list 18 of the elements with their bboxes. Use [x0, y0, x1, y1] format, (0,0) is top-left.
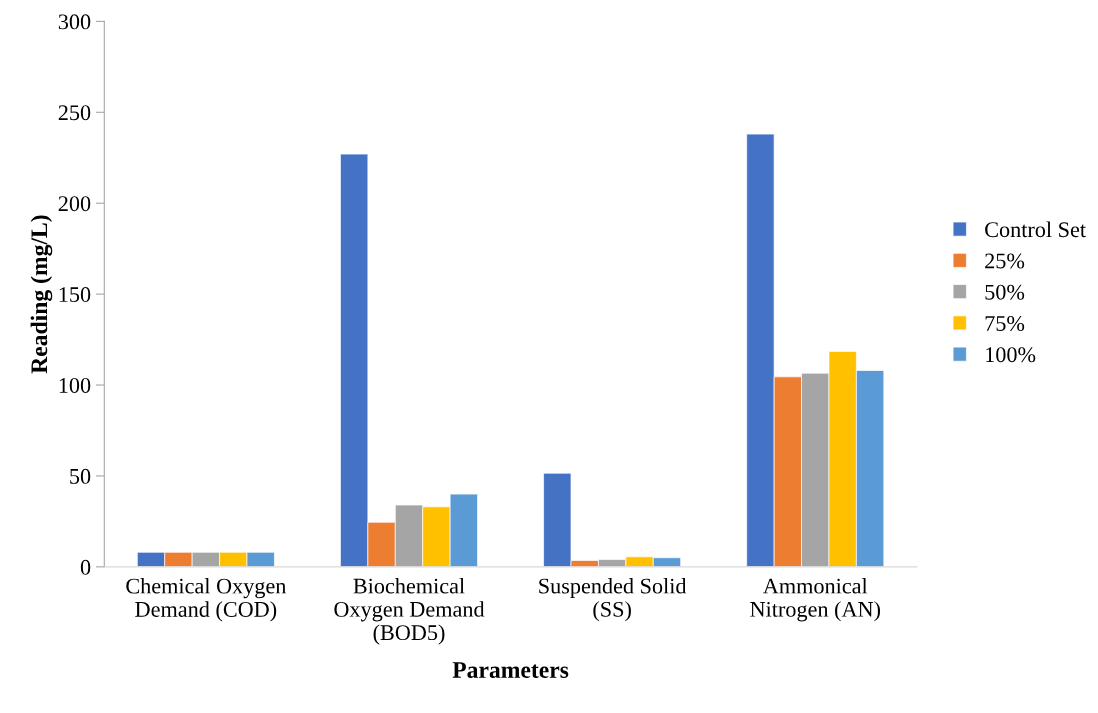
- y-axis-title: Reading (mg/L): [30, 215, 53, 374]
- y-tick-label: 250: [58, 105, 91, 121]
- legend-label: 25%: [985, 253, 1025, 269]
- legend-label: Control Set: [985, 221, 1086, 238]
- y-tick-label: 150: [59, 287, 91, 303]
- x-tick-label: Suspended Solid (SS): [539, 577, 687, 622]
- x-axis-title: Parameters: [452, 662, 569, 678]
- x-tick-label: Chemical Oxygen Demand (COD): [126, 577, 287, 622]
- legend-label: 50%: [985, 284, 1025, 300]
- y-tick-label: 50: [70, 468, 91, 484]
- x-tick-label: Biochemical Oxygen Demand (BOD5): [334, 577, 485, 645]
- y-tick-label: 200: [58, 196, 91, 212]
- legend-label: 75%: [985, 315, 1025, 332]
- y-tick-label: 100: [59, 377, 91, 393]
- x-tick-label: Ammonical Nitrogen (AN): [750, 577, 881, 622]
- y-tick-label: 300: [58, 14, 91, 30]
- y-tick-label: 0: [80, 559, 91, 575]
- legend-label: 100%: [986, 347, 1036, 363]
